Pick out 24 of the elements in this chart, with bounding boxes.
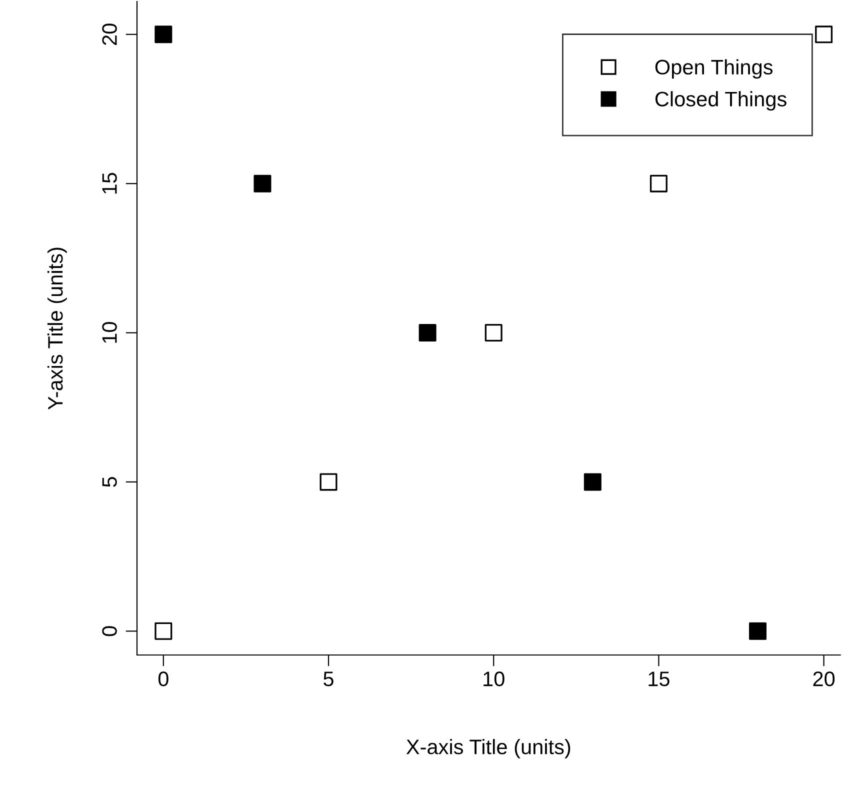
point	[154, 622, 172, 640]
y-tick-label: 5	[102, 477, 117, 487]
point	[320, 473, 338, 491]
x-tick-label: 0	[158, 672, 168, 686]
y-tick-label: 15	[102, 172, 117, 194]
point	[584, 473, 602, 491]
x-axis-title: X-axis Title (units)	[406, 739, 570, 758]
y-tick-label: 10	[102, 322, 117, 343]
point	[484, 324, 502, 342]
x-tick-label: 15	[648, 672, 670, 686]
point	[650, 174, 668, 192]
point	[815, 26, 833, 44]
y-tick-label: 0	[102, 626, 117, 636]
x-tick-label: 10	[484, 672, 504, 686]
point	[749, 622, 767, 640]
y-axis-title: Y-axis Title (units)	[47, 248, 67, 410]
legend-label: Closed Things	[655, 91, 786, 111]
point	[418, 324, 436, 342]
point	[254, 174, 272, 192]
y-tick-label: 20	[102, 24, 117, 45]
legend-label: Open Things	[655, 59, 773, 79]
point	[154, 26, 172, 44]
x-tick-label: 20	[813, 672, 835, 686]
x-tick-label: 5	[324, 672, 334, 686]
